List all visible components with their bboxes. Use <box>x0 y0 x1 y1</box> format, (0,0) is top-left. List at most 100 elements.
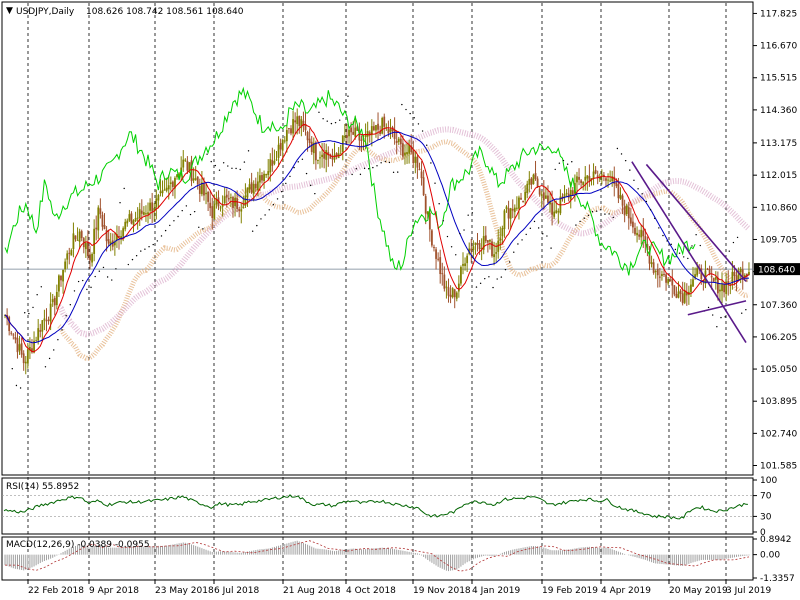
sar-dot-162 <box>339 119 341 121</box>
candle-body-209 <box>437 258 440 260</box>
sar-dot-178 <box>372 166 374 169</box>
candle-body-280 <box>584 176 587 181</box>
sar-dot-196 <box>409 112 411 115</box>
candle-body-251 <box>524 191 527 201</box>
candle-body-257 <box>536 178 539 188</box>
sar-dot-144 <box>301 158 304 160</box>
sar-dot-148 <box>309 184 312 187</box>
sar-dot-272 <box>566 163 569 165</box>
candle-body-340 <box>708 268 711 275</box>
indicator-lines <box>3 86 750 572</box>
candle-body-310 <box>646 244 649 250</box>
sar-dot-262 <box>546 235 548 237</box>
sar-dot-256 <box>533 220 536 223</box>
candle-body-273 <box>569 190 572 200</box>
candle-body-7 <box>18 344 21 351</box>
candle-body-325 <box>677 291 680 298</box>
candle-body-70 <box>149 202 151 211</box>
sar-dot-288 <box>600 208 602 211</box>
sar-dot-204 <box>426 144 428 146</box>
candle-body-97 <box>205 192 207 195</box>
candle-body-147 <box>308 138 311 143</box>
sar-dot-182 <box>380 162 382 164</box>
candle-body-254 <box>530 178 533 185</box>
candle-body-162 <box>339 153 342 155</box>
sar-dot-320 <box>666 240 668 242</box>
candle-body-116 <box>244 195 247 206</box>
candle-body-83 <box>176 174 178 178</box>
rsi-tick-label-2: 30 <box>760 512 772 522</box>
price-tick-label-14: 101.585 <box>760 462 797 472</box>
sar-dot-324 <box>674 248 677 251</box>
sar-dot-156 <box>326 120 328 122</box>
candle-body-160 <box>335 153 338 157</box>
candle-body-211 <box>441 273 444 275</box>
x-tick-label-0: 22 Feb 2018 <box>28 586 84 596</box>
candle-body-238 <box>497 240 500 252</box>
x-tick-label-11: 3 Jul 2019 <box>726 586 771 596</box>
sar-dot-336 <box>699 244 701 247</box>
sar-dot-214 <box>446 235 449 238</box>
x-tick-label-2: 23 May 2018 <box>155 586 214 596</box>
price-tick-label-6: 110.860 <box>760 203 797 213</box>
sar-dot-318 <box>662 234 664 237</box>
sar-dot-14 <box>32 306 34 309</box>
sar-dot-26 <box>57 338 59 341</box>
sar-dot-206 <box>430 162 432 164</box>
sar-dot-98 <box>206 153 208 155</box>
candle-body-236 <box>493 254 495 258</box>
candle-body-200 <box>418 168 421 171</box>
sar-dot-94 <box>198 226 200 228</box>
candle-body-313 <box>652 262 655 273</box>
candle-body-43 <box>93 228 96 254</box>
candle-body-64 <box>136 217 139 219</box>
candle-body-96 <box>203 183 205 196</box>
candle-body-193 <box>404 152 406 156</box>
sar-dot-90 <box>189 213 192 216</box>
candle-body-76 <box>161 190 164 194</box>
sar-dot-108 <box>227 165 229 167</box>
candle-body-327 <box>681 293 684 304</box>
candle-body-126 <box>265 174 268 176</box>
sar-dot-24 <box>53 349 55 351</box>
candle-body-104 <box>219 207 222 209</box>
candle-body-240 <box>501 228 504 237</box>
candle-body-106 <box>223 196 226 204</box>
candle-body-112 <box>236 198 239 209</box>
candle-body-314 <box>654 271 657 273</box>
candle-body-87 <box>184 159 187 161</box>
chart-title: USDJPY,Daily <box>16 7 75 17</box>
candle-body-46 <box>99 208 102 215</box>
candle-body-158 <box>331 158 334 160</box>
candle-body-67 <box>142 212 145 215</box>
candle-body-309 <box>644 236 647 244</box>
sar-dot-124 <box>260 218 262 220</box>
candle-body-328 <box>683 290 686 303</box>
candle-body-103 <box>217 197 220 207</box>
sar-dot-20 <box>44 366 47 368</box>
candle-body-249 <box>520 197 522 200</box>
candle-body-80 <box>169 182 172 184</box>
candle-body-232 <box>484 235 487 242</box>
candle-body-136 <box>285 130 288 142</box>
candle-body-214 <box>447 287 450 296</box>
candle-body-109 <box>230 197 232 199</box>
candle-body-312 <box>650 262 653 265</box>
sar-dot-314 <box>653 217 656 220</box>
candle-body-337 <box>702 280 705 283</box>
price-tick-label-7: 109.705 <box>760 235 797 245</box>
candle-body-291 <box>607 179 609 181</box>
sar-dot-88 <box>185 205 188 207</box>
macd-tick-label-1: 0.00 <box>760 551 780 561</box>
sar-dot-232 <box>484 277 486 280</box>
candle-body-63 <box>134 218 137 222</box>
candle-body-165 <box>346 135 348 138</box>
sar-dot-292 <box>608 213 610 215</box>
sar-dot-332 <box>691 245 693 247</box>
candle-body-8 <box>20 343 23 355</box>
candle-body-194 <box>406 152 408 155</box>
price-tick-label-4: 113.175 <box>760 139 797 149</box>
sar-dot-220 <box>459 232 461 235</box>
candle-body-137 <box>288 128 290 130</box>
sar-dot-354 <box>736 236 739 239</box>
